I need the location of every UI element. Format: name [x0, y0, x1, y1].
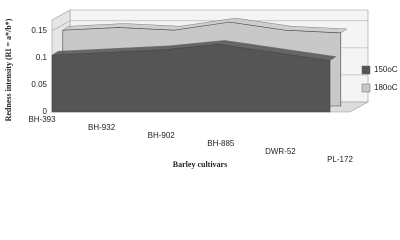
- y-axis-title: Redness intensity (RI = a*/b*): [4, 18, 13, 121]
- x-tick-label: PL-172: [327, 155, 353, 164]
- legend-label: 150oC: [374, 65, 398, 74]
- x-axis-title: Barley cultivars: [173, 160, 227, 169]
- y-tick-label: 0.15: [31, 26, 47, 35]
- x-tick-label: DWR-52: [265, 147, 296, 156]
- y-tick-label: 0.05: [31, 80, 47, 89]
- legend-swatch: [361, 83, 371, 93]
- area: [51, 44, 331, 113]
- y-tick-label: 0.1: [36, 53, 48, 62]
- chart: Redness intensity (RI = a*/b*) Barley cu…: [4, 9, 398, 169]
- x-tick-label: BH-885: [207, 139, 235, 148]
- x-tick-label: BH-902: [148, 131, 176, 140]
- y-tick-label: 0: [43, 107, 48, 116]
- legend-swatch: [361, 65, 371, 75]
- legend-label: 180oC: [374, 83, 398, 92]
- x-tick-label: BH-393: [28, 115, 56, 124]
- x-tick-label: BH-932: [88, 123, 116, 132]
- grid-line: [51, 20, 368, 32]
